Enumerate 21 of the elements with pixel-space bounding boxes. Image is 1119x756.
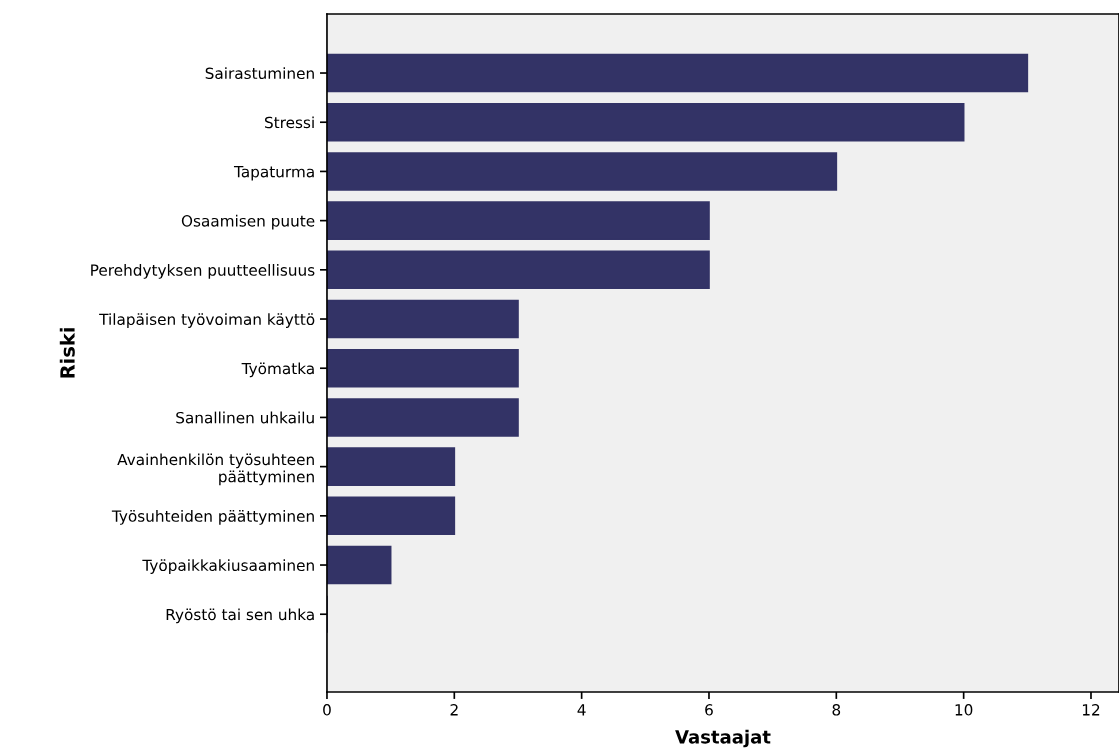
x-tick-label: 6 — [705, 704, 713, 716]
y-tick-label: Tapaturma — [233, 166, 314, 181]
x-axis-title: Vastaajat — [675, 729, 771, 748]
y-tick-label: Työpaikkakiusaaminen — [142, 559, 314, 575]
y-tick-label: Ryöstö tai sen uhka — [166, 608, 314, 624]
y-tick-label: Sanallinen uhkailu — [176, 411, 314, 424]
y-tick-label: Työmatka — [241, 362, 314, 378]
x-tick-label: 4 — [577, 704, 586, 716]
x-tick-label: 12 — [1082, 704, 1100, 716]
x-tick-label: 0 — [323, 704, 331, 716]
y-tick-label: Työsuhteiden päättyminen — [111, 510, 314, 525]
y-tick-label: Perehdytyksen puutteellisuus — [91, 264, 315, 279]
y-tick-label: Osaamisen puute — [181, 214, 315, 230]
y-tick-label: Sairastuminen — [205, 67, 314, 80]
y-tick-label: Tilapäisen työvoiman käyttö — [99, 313, 315, 329]
x-tick-label: 8 — [832, 704, 841, 716]
y-tick-label: Avainhenkilön työsuhteen päättyminen — [117, 453, 314, 486]
y-tick-label: Stressi — [264, 116, 314, 129]
y-axis-title: Riski — [59, 328, 75, 378]
x-tick-label: 2 — [450, 704, 458, 716]
x-tick-label: 10 — [955, 704, 973, 716]
